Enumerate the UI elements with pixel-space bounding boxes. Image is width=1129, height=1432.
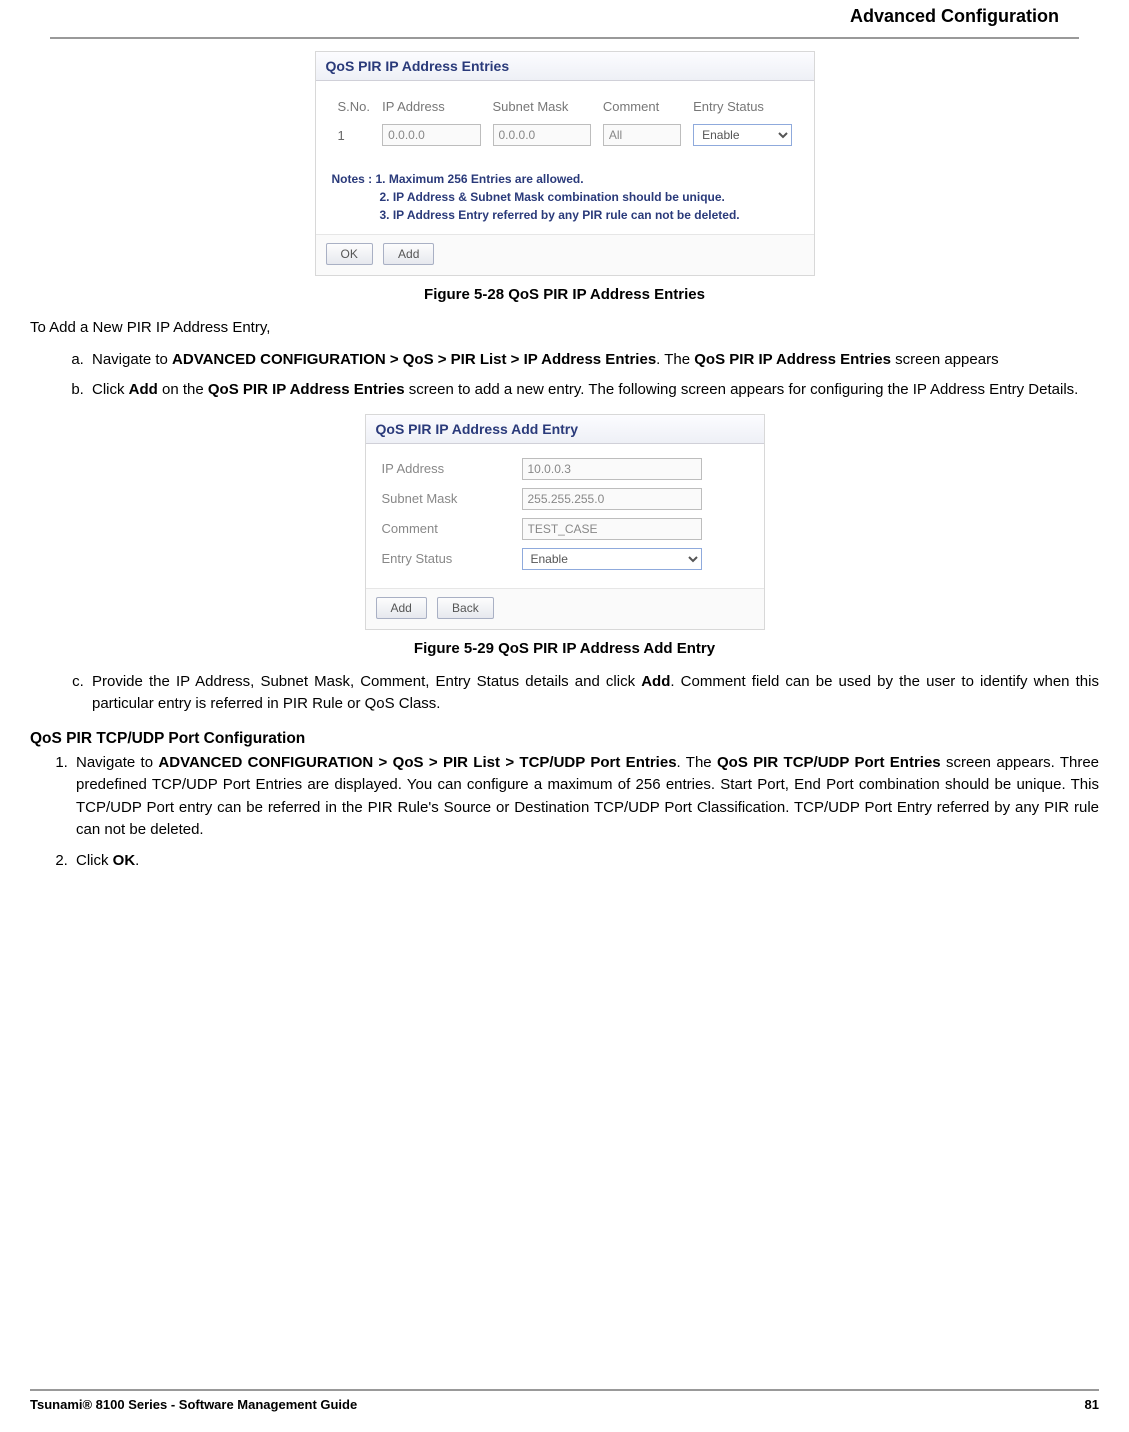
add-mask-input[interactable] [522, 488, 702, 510]
back-button[interactable]: Back [437, 597, 494, 619]
header-rule [50, 37, 1079, 39]
step-c: Provide the IP Address, Subnet Mask, Com… [88, 671, 1099, 716]
tcpudp-step1: Navigate to ADVANCED CONFIGURATION > QoS… [72, 752, 1099, 842]
row-comment: Comment [382, 518, 748, 540]
panel2-title: QoS PIR IP Address Add Entry [366, 415, 764, 444]
step-a-b1: ADVANCED CONFIGURATION > QoS > PIR List … [172, 351, 656, 368]
col-comment: Comment [597, 95, 687, 122]
footer-left: Tsunami® 8100 Series - Software Manageme… [30, 1397, 357, 1412]
qos-pir-ip-add-panel: QoS PIR IP Address Add Entry IP Address … [365, 414, 765, 630]
s2-post: . [135, 852, 139, 869]
col-status: Entry Status [687, 95, 797, 122]
step-b-b2: QoS PIR IP Address Entries [208, 381, 405, 398]
note1: Notes : 1. Maximum 256 Entries are allow… [332, 172, 584, 186]
col-mask: Subnet Mask [487, 95, 597, 122]
s1-mid: . The [677, 754, 717, 771]
s2-pre: Click [76, 852, 113, 869]
page-header-title: Advanced Configuration [30, 0, 1099, 37]
intro-text: To Add a New PIR IP Address Entry, [30, 317, 1099, 339]
row-mask: Subnet Mask [382, 488, 748, 510]
comment-input[interactable] [603, 124, 681, 146]
figure-5-28-caption: Figure 5-28 QoS PIR IP Address Entries [30, 286, 1099, 303]
add-comment-input[interactable] [522, 518, 702, 540]
s1-b2: QoS PIR TCP/UDP Port Entries [717, 754, 941, 771]
panel1-title: QoS PIR IP Address Entries [316, 52, 814, 81]
note2: 2. IP Address & Subnet Mask combination … [380, 188, 798, 206]
step-a-post: screen appears [891, 351, 999, 368]
status-select[interactable]: Enable [693, 124, 791, 146]
label-ip: IP Address [382, 461, 522, 476]
add-ip-input[interactable] [522, 458, 702, 480]
col-sno: S.No. [332, 95, 377, 122]
add-button[interactable]: Add [383, 243, 434, 265]
footer-page-number: 81 [1085, 1397, 1099, 1412]
cell-sno: 1 [332, 122, 377, 148]
step-a-pre: Navigate to [92, 351, 172, 368]
s1-b1: ADVANCED CONFIGURATION > QoS > PIR List … [158, 754, 676, 771]
qos-pir-ip-entries-panel: QoS PIR IP Address Entries S.No. IP Addr… [315, 51, 815, 276]
figure-5-29-caption: Figure 5-29 QoS PIR IP Address Add Entry [30, 640, 1099, 657]
step-a: Navigate to ADVANCED CONFIGURATION > QoS… [88, 349, 1099, 372]
s1-pre: Navigate to [76, 754, 158, 771]
label-mask: Subnet Mask [382, 491, 522, 506]
step-b-pre: Click [92, 381, 129, 398]
row-status: Entry Status Enable [382, 548, 748, 570]
mask-input[interactable] [493, 124, 591, 146]
panel1-notes: Notes : 1. Maximum 256 Entries are allow… [332, 170, 798, 224]
label-comment: Comment [382, 521, 522, 536]
step-c-pre: Provide the IP Address, Subnet Mask, Com… [92, 673, 641, 690]
add-status-select[interactable]: Enable [522, 548, 702, 570]
tcpudp-step2: Click OK. [72, 850, 1099, 873]
ip-input[interactable] [382, 124, 480, 146]
step-b-b1: Add [129, 381, 158, 398]
s2-b1: OK [113, 852, 136, 869]
step-a-mid: . The [656, 351, 694, 368]
table-row: 1 Enable [332, 122, 798, 148]
page-footer: Tsunami® 8100 Series - Software Manageme… [30, 1389, 1099, 1412]
add2-button[interactable]: Add [376, 597, 427, 619]
step-b-mid: on the [158, 381, 208, 398]
step-b: Click Add on the QoS PIR IP Address Entr… [88, 379, 1099, 402]
note3: 3. IP Address Entry referred by any PIR … [380, 206, 798, 224]
ip-entries-table: S.No. IP Address Subnet Mask Comment Ent… [332, 95, 798, 148]
label-status: Entry Status [382, 551, 522, 566]
step-b-post: screen to add a new entry. The following… [405, 381, 1079, 398]
row-ip: IP Address [382, 458, 748, 480]
step-c-b1: Add [641, 673, 670, 690]
ok-button[interactable]: OK [326, 243, 373, 265]
col-ip: IP Address [376, 95, 486, 122]
section-tcpudp-head: QoS PIR TCP/UDP Port Configuration [30, 730, 1099, 748]
step-a-b2: QoS PIR IP Address Entries [694, 351, 891, 368]
